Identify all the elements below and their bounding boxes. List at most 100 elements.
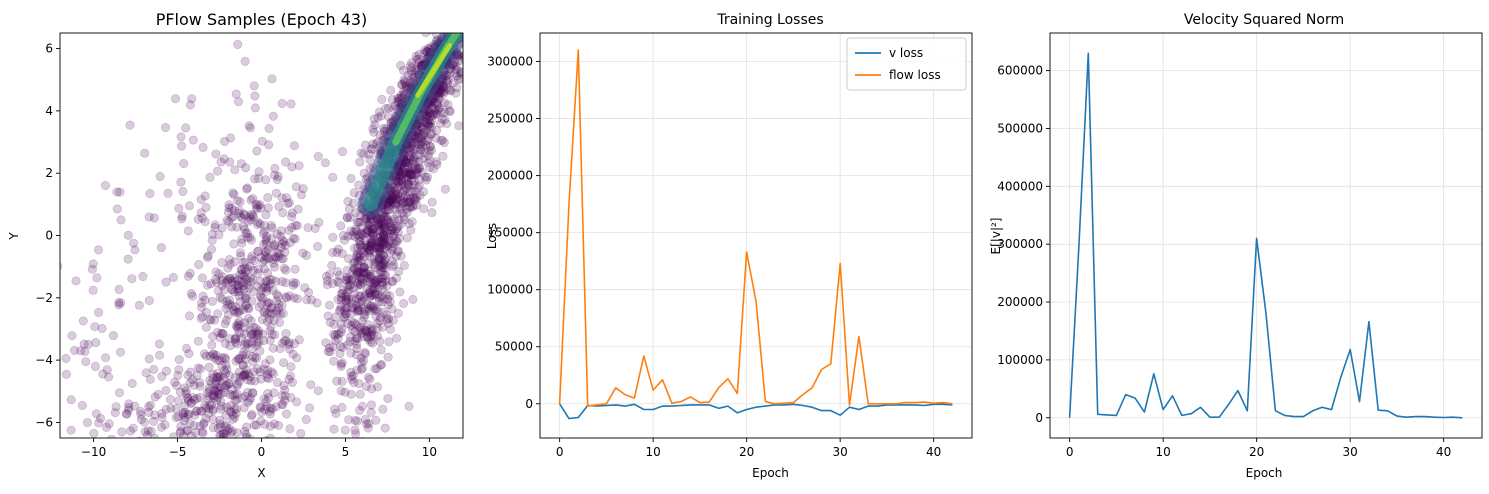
scatter-point bbox=[307, 296, 315, 304]
scatter-point bbox=[475, 21, 483, 29]
scatter-point bbox=[240, 225, 248, 233]
scatter-point bbox=[440, 16, 448, 24]
scatter-point bbox=[155, 351, 163, 359]
scatter-point bbox=[150, 365, 158, 373]
scatter-point bbox=[485, 21, 493, 29]
scatter-point bbox=[420, 205, 428, 213]
scatter-point bbox=[262, 211, 270, 219]
scatter-point bbox=[185, 202, 193, 210]
scatter-point bbox=[240, 210, 248, 218]
scatter-point bbox=[285, 345, 293, 353]
scatter-point bbox=[265, 456, 273, 464]
pflow-xtick-label: −10 bbox=[81, 445, 106, 459]
scatter-point bbox=[262, 237, 270, 245]
scatter-point bbox=[350, 264, 358, 272]
scatter-point bbox=[172, 404, 180, 412]
scatter-point bbox=[350, 189, 358, 197]
scatter-point bbox=[145, 355, 153, 363]
scatter-point bbox=[120, 456, 128, 464]
scatter-point bbox=[211, 471, 219, 479]
scatter-point bbox=[450, 19, 458, 27]
scatter-point bbox=[176, 427, 184, 435]
pflow-xlabel: X bbox=[257, 466, 265, 480]
scatter-point bbox=[132, 467, 140, 475]
scatter-point bbox=[118, 428, 126, 436]
scatter-point bbox=[364, 321, 372, 329]
scatter-point bbox=[231, 277, 239, 285]
scatter-point bbox=[236, 249, 244, 257]
scatter-point bbox=[302, 415, 310, 423]
norm-ytick-label: 400000 bbox=[997, 179, 1043, 193]
scatter-point bbox=[386, 230, 394, 238]
pflow-ytick-label: 2 bbox=[45, 166, 53, 180]
scatter-point bbox=[284, 437, 292, 445]
scatter-point bbox=[403, 171, 411, 179]
scatter-point bbox=[213, 167, 221, 175]
scatter-point bbox=[92, 410, 100, 418]
scatter-point bbox=[250, 82, 258, 90]
scatter-point bbox=[421, 173, 429, 181]
scatter-point bbox=[115, 301, 123, 309]
scatter-point bbox=[248, 297, 256, 305]
losses-title: Training Losses bbox=[716, 12, 823, 28]
scatter-point bbox=[27, 248, 35, 256]
scatter-point bbox=[245, 284, 253, 292]
scatter-point bbox=[197, 299, 205, 307]
scatter-point bbox=[244, 217, 252, 225]
scatter-point bbox=[241, 258, 249, 266]
scatter-point bbox=[399, 299, 407, 307]
scatter-point bbox=[178, 212, 186, 220]
scatter-point bbox=[356, 158, 364, 166]
scatter-point bbox=[219, 430, 227, 438]
scatter-point bbox=[72, 277, 80, 285]
scatter-point bbox=[91, 323, 99, 331]
norm-title: Velocity Squared Norm bbox=[1184, 12, 1344, 28]
scatter-point bbox=[269, 344, 277, 352]
scatter-point bbox=[392, 334, 400, 342]
scatter-point bbox=[91, 362, 99, 370]
scatter-point bbox=[205, 363, 213, 371]
losses-ytick-label: 200000 bbox=[487, 169, 533, 183]
scatter-point bbox=[288, 163, 296, 171]
legend-label: v loss bbox=[889, 46, 923, 60]
scatter-point bbox=[353, 334, 361, 342]
scatter-point bbox=[90, 429, 98, 437]
scatter-point bbox=[325, 301, 333, 309]
scatter-point bbox=[458, 24, 466, 32]
scatter-point bbox=[419, 23, 427, 31]
scatter-point bbox=[288, 212, 296, 220]
scatter-point bbox=[382, 104, 390, 112]
pflow-xtick-label: −5 bbox=[169, 445, 187, 459]
scatter-point bbox=[184, 272, 192, 280]
scatter-point bbox=[404, 162, 412, 170]
scatter-point bbox=[275, 304, 283, 312]
scatter-point bbox=[467, 34, 475, 42]
losses-ytick-label: 150000 bbox=[487, 226, 533, 240]
legend-label: flow loss bbox=[889, 68, 941, 82]
scatter-point bbox=[198, 441, 206, 449]
scatter-point bbox=[182, 344, 190, 352]
scatter-point bbox=[151, 411, 159, 419]
scatter-point bbox=[322, 339, 330, 347]
scatter-point bbox=[330, 405, 338, 413]
norm-frame bbox=[1050, 33, 1482, 438]
scatter-point bbox=[230, 240, 238, 248]
scatter-point bbox=[261, 405, 269, 413]
losses-legend: v loss flow loss bbox=[847, 38, 966, 90]
scatter-point bbox=[208, 341, 216, 349]
scatter-point bbox=[338, 377, 346, 385]
scatter-point bbox=[198, 312, 206, 320]
scatter-point bbox=[82, 358, 90, 366]
scatter-point bbox=[349, 199, 357, 207]
scatter-point bbox=[171, 95, 179, 103]
pflow-xtick-label: 5 bbox=[342, 445, 350, 459]
scatter-point bbox=[254, 269, 262, 277]
scatter-point bbox=[334, 295, 342, 303]
scatter-point bbox=[279, 401, 287, 409]
scatter-point bbox=[352, 430, 360, 438]
scatter-point bbox=[394, 309, 402, 317]
scatter-point bbox=[445, 12, 453, 20]
scatter-point bbox=[355, 406, 363, 414]
scatter-point bbox=[182, 124, 190, 132]
